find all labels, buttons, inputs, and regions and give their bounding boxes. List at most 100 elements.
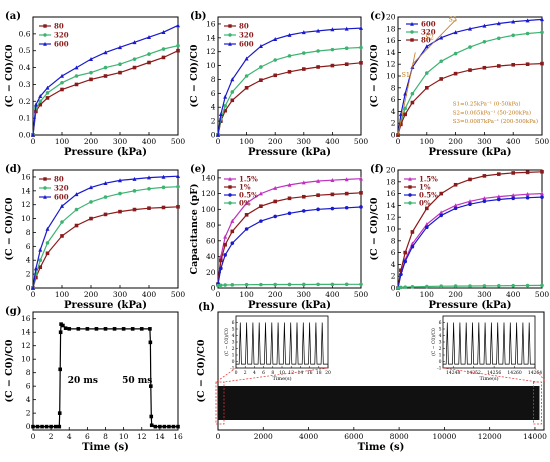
inset-y-tick-label: -1 [437,366,442,372]
inset-frame [235,315,329,369]
y-tick-label: 0.4 [19,63,31,72]
y-tick-label: 2 [391,119,396,128]
x-tick-label: 0 [216,290,221,299]
data-point [316,178,321,183]
data-point [468,177,472,182]
data-point [273,214,278,219]
y-tick-label: 16 [206,19,216,28]
data-point [344,62,349,66]
data-point [525,170,530,175]
data-point [540,195,544,199]
inset-x-tick-label: 4 [253,370,256,376]
data-point [60,234,64,238]
data-point [316,193,320,197]
data-point [45,251,50,256]
y-tick-label: 4 [26,256,31,265]
data-point [511,62,515,67]
y-tick-label: 0 [211,284,216,293]
data-point [359,205,363,209]
data-point [439,284,444,289]
data-point [132,176,137,181]
data-point [223,104,227,108]
series-line [397,196,543,289]
data-point [59,322,63,326]
data-point [60,73,64,78]
data-point [118,62,122,66]
plot-frame [217,311,545,431]
data-point [161,205,166,210]
y-tick-label: 16 [386,189,396,198]
data-point [230,283,235,287]
recovery-time-label: 50 ms [122,376,152,386]
data-point [132,65,137,70]
series-line [33,322,178,428]
y-tick-label: 8 [391,83,396,92]
x-tick-label: 200 [84,290,99,299]
y-tick-label: 10 [21,214,31,223]
data-point [103,327,108,331]
data-point [273,73,277,78]
y-axis-label: (C − C0)/C0 [369,197,380,260]
x-tick-label: 12000 [478,432,502,441]
legend-label: 1% [419,183,431,192]
data-point [301,180,306,185]
data-point [147,186,151,191]
x-tick-label: 400 [325,290,340,299]
y-tick-label: 18 [386,24,396,33]
data-point [468,26,472,31]
inset-y-tick-label: 0 [232,359,235,365]
inset-y-tick-label: 5 [232,327,235,333]
data-point [161,185,166,190]
y-tick-label: 12 [21,200,31,209]
data-point [330,206,335,211]
data-point [540,30,544,35]
data-point [53,424,58,429]
data-point [176,424,180,429]
data-point [230,77,235,82]
panel-c: 0 100 200 300 400 50002468101214161820Pressur… [369,11,549,158]
data-point [424,222,429,227]
data-point [258,43,263,48]
y-tick-label: 2 [26,409,31,418]
data-point [410,244,415,249]
data-point [287,196,292,201]
data-point [396,286,400,290]
x-tick-label: 500 [354,290,369,299]
data-point [38,99,43,104]
data-point [176,43,180,48]
data-point [176,23,180,28]
data-point [58,330,63,335]
panel-label: (f) [370,164,384,175]
y-tick-label: 12 [386,60,396,69]
inset-x-tick-label: 0 [235,370,238,376]
y-tick-label: 60 [206,236,216,245]
data-point [540,283,544,288]
x-axis-label: Pressure (kPa) [248,147,331,158]
legend-label: 1.5% [239,175,258,184]
x-tick-label: 100 [55,137,70,146]
data-point [410,100,415,105]
y-tick-label: 2 [211,117,216,126]
y-axis-label: (C − C0)/C0 [4,339,15,402]
data-point [302,51,306,55]
zoom-box-start [215,381,225,425]
data-point [139,327,144,331]
inset-x-axis-label: Time(s) [272,375,291,382]
panel-label: (c) [370,11,386,22]
x-axis-label: Time (s) [358,442,405,453]
data-point [149,414,154,419]
data-point [121,327,126,331]
data-point [244,56,249,61]
data-point [540,191,544,196]
series-line [32,206,179,289]
data-point [67,327,72,331]
data-point [149,384,153,388]
data-point [89,77,93,82]
data-point [89,70,93,75]
data-point [60,203,64,208]
data-point [38,94,43,99]
legend-marker [43,24,47,28]
x-tick-label: 10 [119,432,129,441]
data-point [453,51,458,56]
data-point [31,424,35,429]
